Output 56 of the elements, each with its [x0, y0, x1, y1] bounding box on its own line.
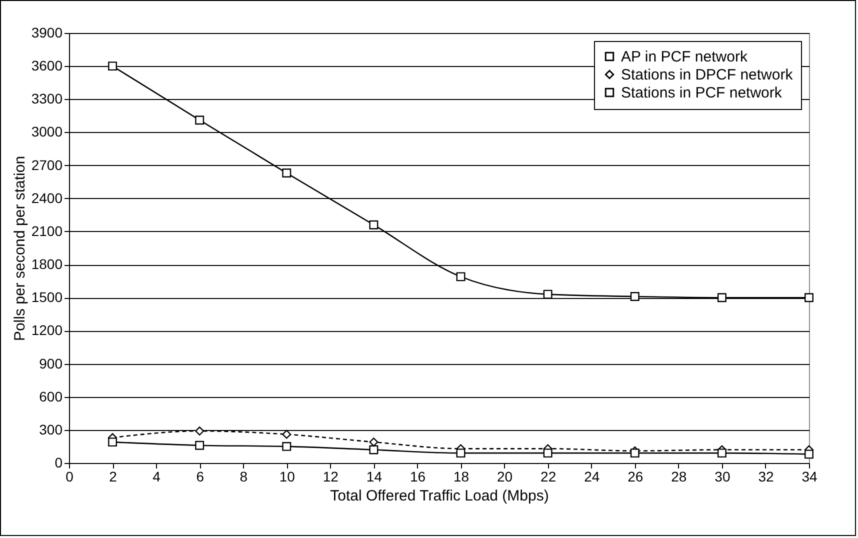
- point: [543, 448, 552, 458]
- point: [108, 62, 117, 71]
- x-tick-label: 12: [322, 468, 339, 484]
- point: [195, 426, 204, 436]
- point: [282, 168, 292, 178]
- x-axis-title: Total Offered Traffic Load (Mbps): [330, 488, 549, 504]
- point: [717, 448, 726, 458]
- x-tick-label: 14: [366, 468, 382, 484]
- x-tick-label: 34: [802, 468, 818, 484]
- legend-label: Stations in DPCF network: [621, 66, 794, 84]
- x-tick-label: 8: [240, 468, 248, 484]
- x-tick-label: 10: [279, 468, 296, 484]
- point: [369, 220, 378, 230]
- y-axis-title: Polls per second per station: [11, 156, 28, 342]
- x-tick-label: 2: [109, 468, 118, 484]
- y-tick-label: 2700: [31, 156, 63, 173]
- y-tick-label: 3300: [31, 90, 63, 107]
- x-tick-label: 22: [540, 468, 556, 484]
- y-tick-label: 1200: [31, 322, 63, 338]
- point: [630, 292, 640, 301]
- point: [456, 448, 466, 458]
- y-tick-label: 2400: [31, 190, 63, 206]
- point: [369, 445, 378, 454]
- point: [195, 116, 204, 125]
- y-tick-label: 300: [39, 421, 63, 438]
- y-tick-label: 2100: [31, 222, 63, 239]
- y-tick-label: 900: [39, 355, 63, 372]
- point: [630, 448, 640, 458]
- x-tick-label: 24: [584, 468, 600, 484]
- x-tick-label: 6: [196, 468, 204, 484]
- x-tick-label: 26: [628, 468, 644, 484]
- point: [456, 272, 466, 282]
- y-tick-label: 600: [39, 388, 63, 404]
- y-tick-label: 0: [54, 454, 63, 470]
- point: [804, 450, 814, 459]
- legend-label: Stations in PCF network: [621, 84, 782, 102]
- y-tick-label: 3900: [31, 24, 63, 40]
- y-tick-label: 3600: [31, 58, 63, 74]
- point: [804, 293, 814, 302]
- legend-label: AP in PCF network: [621, 48, 748, 66]
- x-tick-label: 28: [671, 468, 687, 484]
- x-tick-label: 16: [410, 468, 426, 484]
- x-tick-label: 32: [758, 468, 774, 484]
- point: [195, 440, 204, 450]
- point: [543, 290, 552, 299]
- y-tick-label: 1500: [31, 289, 63, 306]
- x-tick-label: 18: [453, 468, 470, 484]
- x-tick-label: 30: [714, 468, 730, 484]
- x-tick-label: 0: [66, 468, 74, 484]
- x-tick-label: 20: [497, 468, 513, 484]
- y-tick-label: 3000: [31, 124, 63, 140]
- y-tick-label: 1800: [31, 256, 63, 272]
- point: [717, 293, 726, 302]
- point: [282, 442, 292, 451]
- point: [108, 438, 117, 447]
- x-tick-label: 4: [152, 468, 161, 484]
